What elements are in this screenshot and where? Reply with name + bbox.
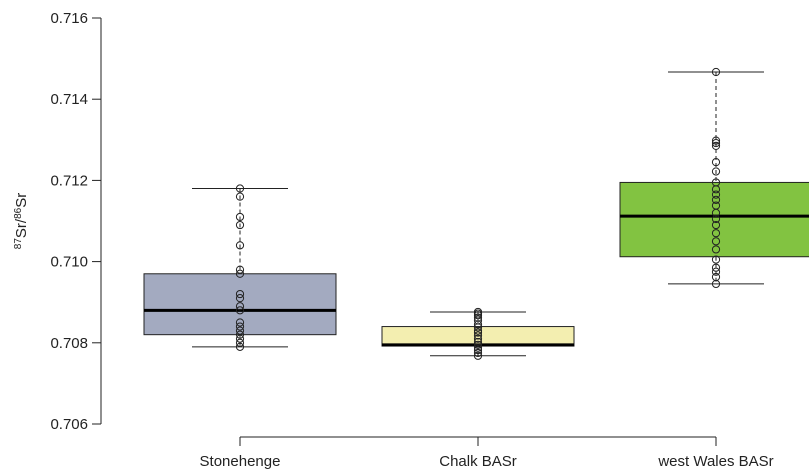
box-group — [381, 307, 575, 360]
data-point — [711, 237, 721, 246]
data-point — [235, 338, 245, 347]
x-axis: Stonehenge Chalk BASr west Wales BASr — [200, 436, 774, 470]
data-point — [235, 318, 245, 327]
data-point — [235, 265, 245, 274]
data-point — [235, 326, 245, 335]
data-point — [473, 320, 483, 329]
y-tick-label: 0.706 — [50, 416, 88, 433]
data-point — [711, 263, 721, 272]
data-point — [473, 348, 483, 358]
y-label-iso1: 87 — [13, 238, 24, 250]
data-point — [473, 351, 483, 360]
data-point — [473, 326, 483, 335]
y-tick-label: 0.716 — [50, 10, 88, 27]
data-point — [711, 67, 721, 77]
data-point — [711, 190, 721, 199]
data-point — [235, 334, 245, 343]
y-axis-label: 87Sr/86Sr — [13, 193, 30, 249]
x-tick-label: Chalk BASr — [439, 453, 517, 470]
box-series — [143, 67, 809, 360]
data-point — [711, 245, 721, 254]
data-point — [235, 330, 245, 339]
data-point — [711, 208, 721, 217]
data-point — [235, 184, 245, 193]
data-point — [235, 302, 245, 311]
data-point — [235, 289, 245, 299]
y-tick-label: 0.710 — [50, 254, 88, 271]
data-point — [711, 185, 721, 194]
y-label-iso2: 86 — [13, 207, 24, 219]
data-point — [473, 311, 483, 320]
data-point — [711, 267, 721, 276]
data-point — [235, 294, 245, 303]
data-point — [473, 346, 483, 355]
data-point — [473, 334, 483, 343]
data-point — [235, 192, 245, 201]
data-point — [711, 141, 721, 150]
data-point — [711, 195, 721, 204]
data-point — [711, 214, 721, 224]
data-point — [235, 212, 245, 222]
data-point — [711, 136, 721, 145]
data-point — [235, 322, 245, 331]
y-label-sr2: Sr — [13, 193, 30, 208]
iqr-box — [143, 273, 337, 336]
data-point — [711, 279, 721, 289]
data-point — [473, 340, 483, 349]
data-point — [711, 229, 721, 238]
iqr-box — [619, 181, 809, 258]
data-point — [235, 269, 245, 278]
data-point — [711, 167, 721, 176]
data-point — [235, 241, 245, 250]
box-group — [619, 67, 809, 289]
data-point — [711, 255, 721, 264]
y-tick-label: 0.712 — [50, 172, 88, 189]
data-point — [473, 331, 483, 340]
data-point — [711, 138, 721, 148]
x-tick-label: west Wales BASr — [657, 453, 773, 470]
data-point — [711, 158, 721, 167]
data-point — [711, 220, 721, 230]
data-point — [235, 306, 245, 315]
y-axis: 0.706 0.708 0.710 0.712 0.714 0.716 — [50, 10, 102, 433]
y-tick-label: 0.714 — [50, 91, 88, 108]
data-point — [235, 220, 245, 230]
data-point — [473, 323, 483, 332]
data-point — [235, 342, 245, 351]
data-point — [473, 328, 483, 337]
y-label-sr1: Sr/ — [13, 218, 30, 238]
x-tick-label: Stonehenge — [200, 453, 281, 470]
y-ticks: 0.706 0.708 0.710 0.712 0.714 0.716 — [50, 10, 101, 433]
box-group — [143, 184, 337, 351]
data-point — [473, 337, 483, 347]
y-tick-label: 0.708 — [50, 335, 88, 352]
data-point — [473, 343, 483, 352]
x-ticks: Stonehenge Chalk BASr west Wales BASr — [200, 437, 774, 470]
